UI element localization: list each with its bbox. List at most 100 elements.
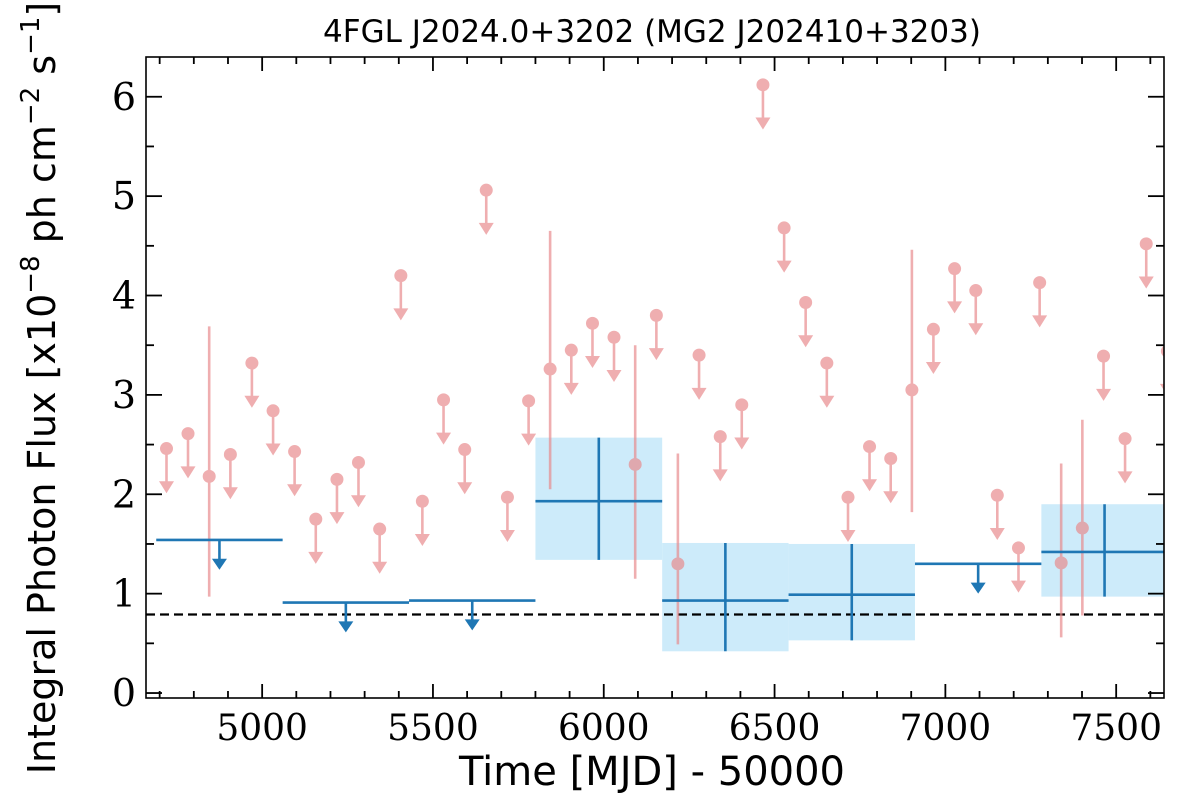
- data-marker: [1160, 345, 1164, 357]
- short-bin-upper-limit: [734, 398, 750, 450]
- data-marker: [905, 383, 919, 397]
- upper-limit-arrow: [1117, 471, 1133, 484]
- short-bin-upper-limit: [287, 445, 303, 497]
- data-marker: [1075, 521, 1089, 535]
- upper-limit-arrow: [158, 481, 174, 494]
- y-tick-label: 3: [112, 373, 136, 417]
- data-marker: [330, 472, 344, 486]
- data-marker: [1118, 432, 1132, 446]
- upper-limit-arrow: [989, 527, 1005, 540]
- upper-limit-arrow: [478, 222, 494, 235]
- data-marker: [884, 451, 898, 465]
- short-bin-upper-limit: [584, 316, 600, 369]
- short-bin-upper-limit: [436, 393, 452, 445]
- upper-limit-arrow: [521, 433, 537, 446]
- short-bin-point: [905, 249, 919, 513]
- upper-limit-arrow: [265, 443, 281, 456]
- short-bin-upper-limit: [457, 443, 473, 495]
- x-axis: 5000 5500 6000 6500 7000 7500: [158, 57, 1162, 749]
- short-bin-upper-limit: [158, 442, 174, 494]
- x-tick-label: 6000: [558, 708, 650, 749]
- long-bin-upper-limit: [282, 601, 410, 633]
- data-marker: [841, 490, 855, 504]
- short-bin-upper-limit: [521, 394, 537, 446]
- data-marker: [756, 78, 770, 92]
- data-marker: [585, 316, 599, 330]
- short-bin-upper-limit: [840, 490, 856, 542]
- data-marker: [777, 221, 791, 235]
- long-bin-point: [535, 437, 663, 560]
- data-marker: [1097, 349, 1111, 363]
- short-bin-upper-limit: [1096, 349, 1112, 401]
- data-marker: [1139, 237, 1153, 251]
- short-bin-upper-limit: [883, 451, 899, 504]
- short-bin-point: [543, 230, 557, 490]
- upper-limit-arrow: [776, 260, 792, 273]
- short-bin-upper-limit: [414, 494, 430, 546]
- short-bin-point: [1054, 463, 1068, 638]
- data-marker: [437, 393, 451, 407]
- upper-limit-arrow: [287, 484, 303, 497]
- upper-limit-arrow: [372, 561, 388, 574]
- upper-limit-arrow: [244, 395, 260, 408]
- upper-limit-arrow: [691, 387, 707, 400]
- data-marker: [522, 394, 536, 408]
- y-tick-label: 5: [112, 174, 136, 218]
- short-bin-upper-limit: [648, 308, 664, 361]
- data-marker: [969, 284, 983, 298]
- data-marker: [288, 445, 302, 459]
- data-marker: [351, 455, 365, 469]
- upper-limit-arrow: [798, 335, 814, 348]
- data-marker: [692, 348, 706, 362]
- x-tick-label: 5000: [216, 708, 308, 749]
- y-tick-label: 0: [112, 671, 136, 715]
- upper-limit-arrow: [968, 323, 984, 336]
- upper-limit-arrow: [329, 512, 345, 525]
- upper-limit-arrow: [222, 487, 238, 500]
- data-marker: [159, 442, 173, 456]
- upper-limit-arrow: [457, 482, 473, 495]
- x-axis-label: Time [MJD] - 50000: [458, 749, 845, 795]
- upper-limit-arrow: [734, 437, 750, 450]
- data-marker: [415, 494, 429, 508]
- short-bins-layer: [158, 78, 1164, 645]
- data-marker: [863, 440, 877, 454]
- data-marker: [245, 356, 259, 370]
- long-bin-upper-limit: [914, 562, 1042, 594]
- data-marker: [926, 322, 940, 336]
- short-bin-upper-limit: [606, 330, 622, 382]
- short-bin-upper-limit: [265, 404, 281, 456]
- upper-limit-arrow: [947, 301, 963, 314]
- upper-limit-arrow: [563, 382, 579, 395]
- data-marker: [628, 457, 642, 471]
- x-tick-label: 7000: [900, 708, 992, 749]
- data-marker: [713, 430, 727, 444]
- short-bin-upper-limit: [478, 183, 494, 235]
- short-bin-upper-limit: [180, 427, 196, 479]
- short-bin-upper-limit: [925, 322, 941, 375]
- short-bin-upper-limit: [308, 512, 324, 564]
- long-bin-point: [1041, 504, 1164, 597]
- short-bin-point: [1075, 419, 1089, 616]
- y-tick-label: 2: [112, 472, 136, 516]
- upper-limit-arrow: [819, 395, 835, 408]
- data-marker: [948, 262, 962, 276]
- upper-limit-arrow: [350, 495, 366, 508]
- data-marker: [479, 183, 493, 197]
- long-bin-point: [662, 542, 789, 652]
- upper-limit-arrow: [584, 356, 600, 369]
- upper-limit-arrow: [1096, 388, 1112, 401]
- short-bin-upper-limit: [350, 455, 366, 508]
- data-marker: [564, 343, 578, 357]
- upper-limit-arrow: [308, 551, 324, 564]
- short-bin-upper-limit: [1159, 345, 1164, 391]
- y-axis-label: Integral Photon Flux [x10−8 ph cm−2 s−1]: [16, 2, 64, 775]
- data-marker: [458, 443, 472, 457]
- short-bin-upper-limit: [989, 488, 1005, 540]
- data-marker: [649, 308, 663, 322]
- upper-limit-arrow: [862, 479, 878, 492]
- short-bin-upper-limit: [947, 262, 963, 314]
- short-bin-upper-limit: [1138, 237, 1154, 289]
- short-bin-upper-limit: [499, 490, 515, 542]
